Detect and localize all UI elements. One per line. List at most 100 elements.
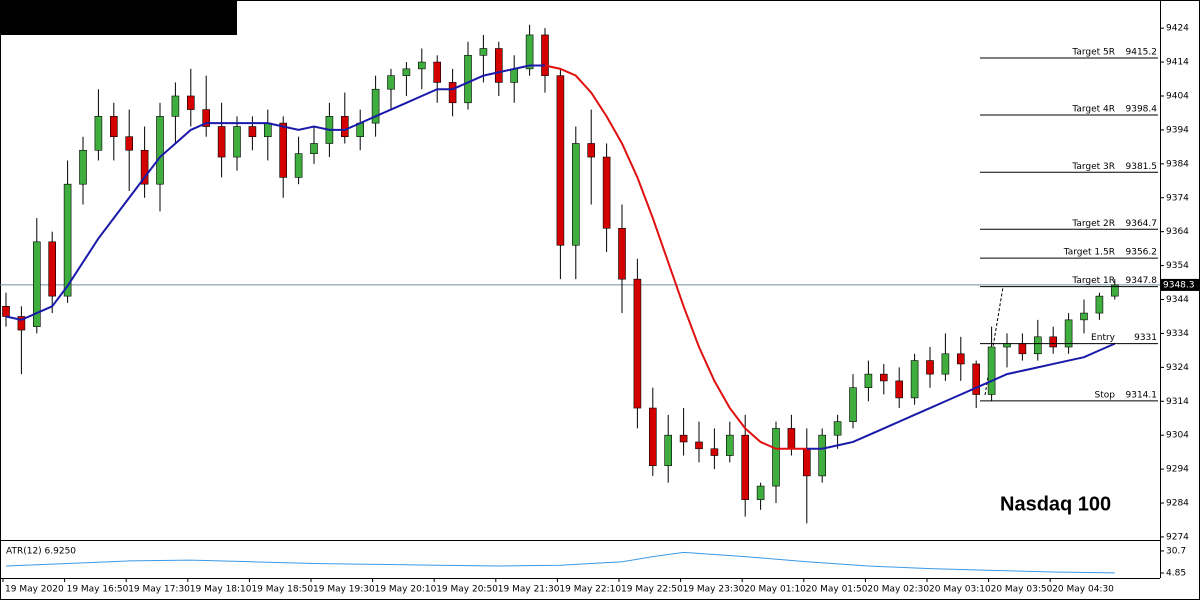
- candle-body: [541, 34, 549, 76]
- candle-body: [417, 61, 426, 70]
- candle-body: [556, 75, 565, 246]
- candle-body: [602, 156, 611, 229]
- candle-body: [972, 363, 981, 395]
- x-tick-label: 19 May 23:30: [683, 585, 745, 595]
- candle-body: [772, 428, 780, 487]
- candle-body: [849, 387, 857, 422]
- y-tick-label: 9284: [1166, 499, 1189, 509]
- redacted-box: [0, 0, 237, 35]
- candle-body: [494, 48, 503, 83]
- y-tick-label: 9294: [1166, 465, 1189, 475]
- level-label: Target 1R: [1071, 276, 1115, 286]
- x-tick-label: 19 May 22:10: [559, 585, 621, 595]
- candle-body: [941, 353, 950, 375]
- candle-body: [279, 122, 288, 178]
- x-tick-label: 20 May 04:30: [1052, 585, 1114, 595]
- level-label: Entry: [1091, 333, 1116, 343]
- y-tick-label: 9314: [1166, 397, 1189, 407]
- candle-body: [340, 116, 349, 137]
- candle-body: [1018, 343, 1027, 355]
- y-tick-label: 9374: [1166, 193, 1189, 203]
- atr-tick-label: 4.85: [1166, 569, 1186, 579]
- y-tick-label: 9404: [1166, 91, 1189, 101]
- candle-body: [248, 126, 257, 137]
- candle-body: [787, 428, 796, 450]
- y-tick-label: 9334: [1166, 329, 1189, 339]
- candle-body: [94, 116, 103, 151]
- projection-line: [984, 286, 1004, 396]
- level-label: Target 5R: [1071, 48, 1115, 58]
- candle-body: [1111, 284, 1119, 297]
- candle-body: [879, 373, 888, 382]
- x-tick-label: 19 May 16:50: [67, 585, 129, 595]
- candle-body: [1080, 312, 1088, 321]
- candle-body: [233, 126, 241, 158]
- candle-body: [864, 373, 873, 389]
- candle-body: [664, 434, 673, 467]
- candle-body: [1003, 343, 1011, 348]
- x-tick-label: 19 May 2020: [5, 585, 64, 595]
- candle-body: [32, 241, 41, 327]
- level-value: 9331: [1134, 333, 1157, 343]
- level-value: 9356.2: [1126, 248, 1158, 258]
- x-tick-label: 19 May 18:50: [251, 585, 313, 595]
- x-tick-label: 20 May 01:50: [806, 585, 868, 595]
- x-tick-label: 19 May 22:50: [621, 585, 683, 595]
- candle-body: [1049, 336, 1057, 348]
- candle-body: [525, 34, 534, 70]
- y-tick-label: 9304: [1166, 431, 1189, 441]
- candle-body: [1034, 336, 1042, 355]
- atr-line: [5, 551, 1115, 574]
- y-tick-label: 9394: [1166, 125, 1189, 135]
- x-tick-label: 19 May 19:30: [313, 585, 375, 595]
- candle-body: [371, 88, 380, 124]
- candle-body: [818, 434, 827, 477]
- candle-body: [1095, 295, 1104, 314]
- level-label: Target 4R: [1071, 104, 1115, 114]
- level-label: Target 1.5R: [1063, 248, 1115, 258]
- candle-body: [741, 434, 750, 500]
- candle-body: [387, 75, 395, 90]
- level-value: 9415.2: [1126, 48, 1158, 58]
- level-value: 9364.7: [1126, 219, 1158, 229]
- candle-body: [448, 82, 457, 104]
- candle-body: [956, 353, 965, 365]
- candle-body: [263, 122, 272, 137]
- x-tick-label: 19 May 21:30: [498, 585, 560, 595]
- candle-body: [464, 54, 472, 104]
- level-label: Target 2R: [1071, 219, 1115, 229]
- candle-body: [926, 360, 934, 375]
- level-value: 9398.4: [1126, 104, 1158, 114]
- y-tick-label: 9414: [1166, 58, 1189, 68]
- candle-body: [2, 305, 10, 317]
- candle-body: [895, 380, 904, 399]
- candle-body: [479, 48, 488, 56]
- candle-body: [833, 421, 842, 436]
- x-tick-label: 19 May 20:50: [436, 585, 498, 595]
- current-price: 9348.3: [1163, 280, 1195, 290]
- atr-label: ATR(12) 6.9250: [6, 547, 76, 557]
- candle-body: [202, 109, 210, 127]
- candle-body: [171, 95, 180, 117]
- candle-body: [756, 485, 765, 500]
- candle-body: [217, 126, 226, 158]
- candle-body: [618, 227, 626, 280]
- candle-body: [510, 68, 519, 83]
- x-tick-label: 19 May 18:10: [190, 585, 252, 595]
- y-tick-label: 9384: [1166, 159, 1189, 169]
- x-tick-label: 19 May 17:30: [128, 585, 190, 595]
- level-value: 9314.1: [1126, 390, 1158, 400]
- candle-body: [987, 346, 996, 395]
- level-value: 9347.8: [1126, 276, 1158, 286]
- candle-body: [433, 61, 442, 83]
- candle-body: [187, 95, 195, 110]
- moving-average: [544, 64, 807, 450]
- candle-body: [140, 149, 149, 185]
- candle-body: [110, 116, 118, 137]
- y-tick-label: 9354: [1166, 261, 1189, 271]
- candle-body: [695, 441, 703, 450]
- atr-tick-label: 30.7: [1166, 546, 1186, 556]
- x-tick-label: 20 May 01:10: [744, 585, 806, 595]
